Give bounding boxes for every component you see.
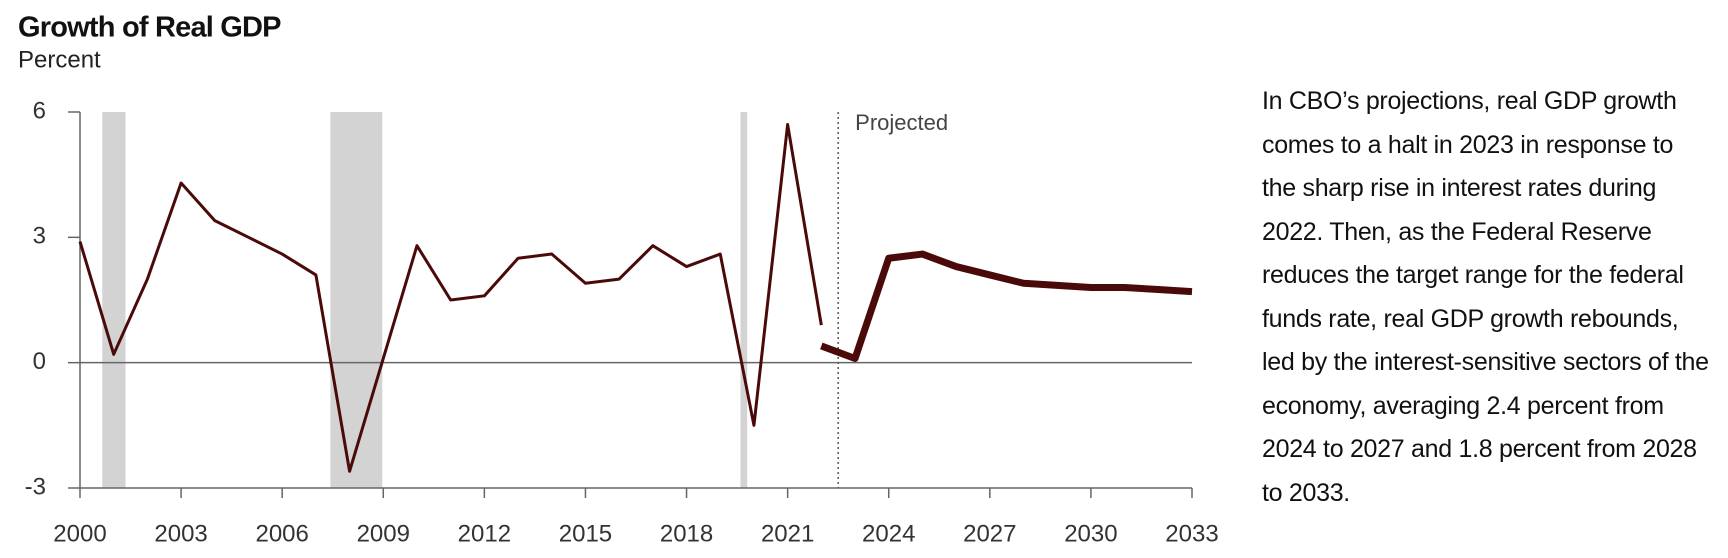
projection-label: Projected: [855, 110, 948, 135]
x-tick-label: 2018: [660, 520, 713, 547]
description: In CBO’s projections, real GDP growth co…: [1262, 87, 1709, 507]
recession-band: [102, 112, 126, 488]
x-tick-label: 2006: [255, 520, 308, 547]
y-tick-label: 3: [33, 223, 46, 250]
x-tick-label: 2024: [862, 520, 915, 547]
y-tick-label: -3: [25, 473, 46, 500]
x-tick-label: 2015: [559, 520, 612, 547]
x-tick-label: 2030: [1064, 520, 1117, 547]
x-tick-label: 2012: [458, 520, 511, 547]
data-line: [78, 123, 823, 473]
chart-subtitle: Percent: [18, 46, 101, 73]
recession-band: [330, 112, 383, 488]
x-tick-label: 2021: [761, 520, 814, 547]
recession-band: [740, 112, 748, 488]
y-tick-label: 6: [33, 97, 46, 124]
y-tick-label: 0: [33, 348, 46, 375]
x-tick-label: 2033: [1165, 520, 1218, 547]
data-line: [820, 250, 1193, 362]
x-tick-label: 2000: [53, 520, 106, 547]
chart-title: Growth of Real GDP: [18, 12, 281, 44]
x-tick-label: 2003: [154, 520, 207, 547]
x-tick-label: 2009: [357, 520, 410, 547]
x-tick-label: 2027: [963, 520, 1016, 547]
